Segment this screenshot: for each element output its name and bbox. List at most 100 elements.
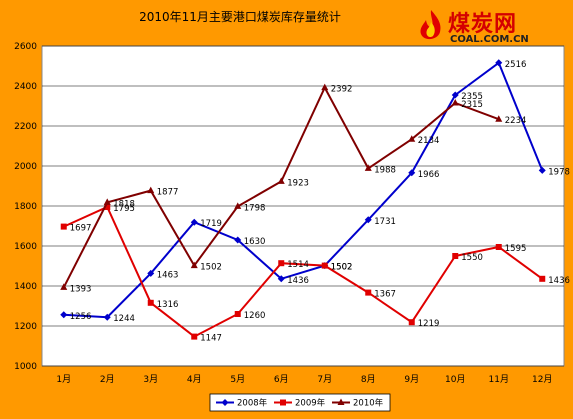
data-label: 1219	[418, 319, 440, 329]
data-label: 1966	[418, 170, 440, 180]
y-tick-label: 1000	[14, 362, 37, 372]
x-tick-label: 6月	[274, 374, 289, 385]
data-label: 2134	[418, 136, 440, 146]
data-point	[234, 236, 242, 244]
data-label: 1697	[70, 224, 92, 234]
data-point	[60, 283, 68, 290]
legend-label: 2008年	[237, 398, 268, 409]
x-tick-label: 5月	[230, 374, 245, 385]
data-label: 1502	[200, 263, 222, 273]
data-label: 2355	[461, 92, 483, 102]
data-point	[365, 289, 372, 296]
data-point	[408, 135, 416, 142]
x-tick-label: 7月	[317, 374, 332, 385]
x-tick-label: 12月	[532, 374, 552, 385]
data-label: 1436	[548, 276, 570, 286]
data-point	[103, 313, 111, 321]
legend-item: 2008年	[216, 398, 268, 409]
data-point	[451, 99, 459, 106]
x-tick-label: 3月	[143, 374, 158, 385]
data-label: 1818	[113, 199, 135, 209]
series-1: 1697 1795 1316 1147 1260 1514 1502 1367 1219 1550…	[60, 204, 570, 344]
series-layer: 1256 1244 1463 1719 1630 1436 1502 1731 1966 2355…	[60, 59, 570, 344]
data-label: 1514	[287, 260, 309, 270]
data-point	[364, 216, 372, 224]
data-point	[60, 311, 68, 319]
data-label: 2234	[505, 116, 527, 126]
data-label: 1798	[244, 203, 266, 213]
data-point	[278, 260, 285, 267]
data-point	[147, 269, 155, 277]
legend-item: 2010年	[332, 398, 384, 409]
data-point	[191, 333, 198, 340]
legend: 2008年 2009年 2010年	[209, 393, 391, 412]
y-tick-label: 1800	[14, 202, 37, 212]
data-label: 1550	[461, 253, 483, 263]
data-point	[60, 223, 67, 230]
data-point	[321, 262, 328, 269]
data-point	[408, 319, 415, 326]
data-label: 1595	[505, 244, 527, 254]
y-tick-label: 2200	[14, 122, 37, 132]
data-point	[451, 91, 459, 99]
x-tick-label: 9月	[404, 374, 419, 385]
y-tick-label: 2600	[14, 42, 37, 52]
data-label: 1923	[287, 178, 309, 188]
data-label: 1393	[70, 284, 92, 294]
data-point	[277, 177, 285, 184]
data-label: 2392	[331, 85, 353, 95]
data-point	[234, 311, 241, 317]
flame-logo-icon	[416, 8, 446, 44]
logo-name: 煤炭网	[448, 12, 518, 37]
data-point	[277, 275, 285, 283]
x-tick-label: 11月	[489, 374, 509, 385]
chart-title: 2010年11月主要港口煤炭库存量统计	[139, 10, 341, 24]
data-label: 1147	[200, 334, 222, 344]
data-label: 1316	[157, 300, 179, 310]
x-tick-label: 2月	[100, 374, 115, 385]
x-tick-label: 8月	[361, 374, 376, 385]
data-point	[495, 115, 503, 122]
data-label: 1502	[331, 263, 353, 273]
data-label: 1988	[374, 165, 396, 175]
data-label: 1244	[113, 314, 135, 324]
data-point	[147, 299, 154, 306]
data-point	[539, 275, 546, 282]
y-tick-label: 2000	[14, 162, 37, 172]
data-label: 1367	[374, 290, 396, 300]
data-point	[104, 204, 111, 210]
data-label: 2516	[505, 60, 527, 70]
data-label: 1978	[548, 167, 570, 177]
data-label: 1877	[157, 188, 179, 198]
data-point	[147, 186, 155, 194]
series-2: 1393 1818 1877 1502 1798 1923 2392 1988 2134 2315…	[60, 83, 527, 294]
data-point	[103, 198, 111, 205]
data-label: 1436	[287, 276, 309, 286]
data-label: 1630	[244, 237, 266, 247]
y-tick-label: 2400	[14, 82, 37, 92]
x-tick-label: 1月	[56, 374, 71, 385]
data-label: 1719	[200, 219, 222, 229]
data-point	[337, 398, 345, 405]
series-line	[63, 205, 543, 338]
y-tick-label: 1600	[14, 242, 37, 252]
data-point	[321, 83, 329, 91]
data-point	[408, 169, 416, 177]
x-tick-label: 4月	[187, 374, 202, 385]
series-line	[63, 61, 544, 319]
data-point	[364, 164, 372, 171]
data-label: 2315	[461, 100, 483, 110]
data-point	[452, 253, 459, 259]
x-axis: 1月 2月 3月 4月 5月 6月 7月 8月 9月 10月 11月 12月	[56, 374, 552, 385]
y-tick-label: 1400	[14, 282, 37, 292]
legend-item: 2009年	[274, 398, 326, 409]
data-point	[495, 244, 502, 250]
data-point	[234, 202, 242, 209]
data-point	[190, 218, 198, 226]
data-label: 1463	[157, 270, 179, 280]
data-label: 1731	[374, 217, 396, 227]
data-label: 1260	[244, 311, 266, 321]
data-point	[495, 59, 503, 67]
data-label: 1256	[70, 312, 92, 322]
